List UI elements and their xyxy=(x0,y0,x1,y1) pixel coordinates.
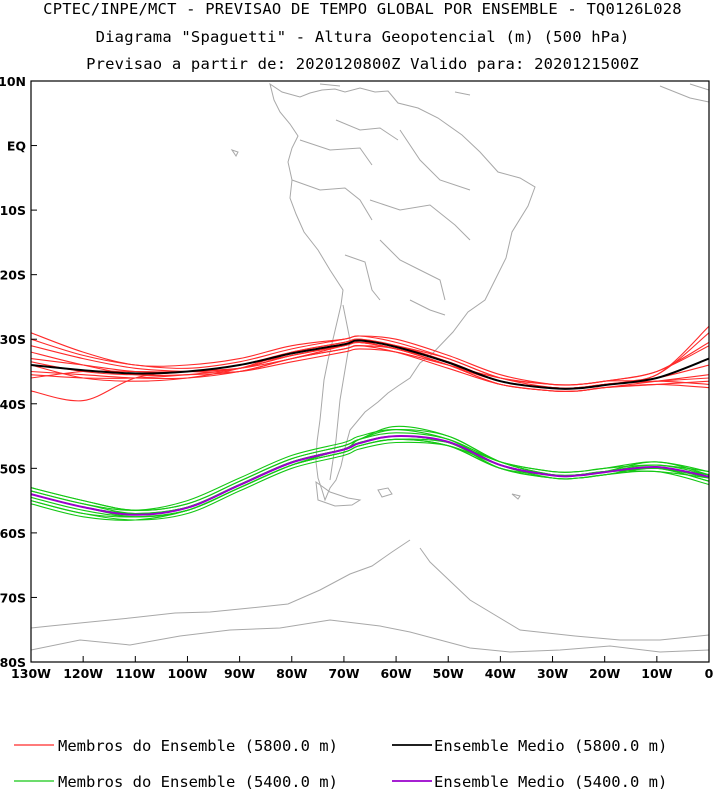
y-tick-label: 70S xyxy=(0,590,26,605)
x-tick-label: 70W xyxy=(328,666,359,681)
caribbean-islands xyxy=(319,83,709,103)
ensemble-member-5400-line xyxy=(31,441,709,521)
ensemble-member-5400-line xyxy=(31,435,709,518)
x-tick-label: 60W xyxy=(380,666,411,681)
legend-label-mean-5400: Ensemble Medio (5400.0 m) xyxy=(434,773,667,791)
x-tick-label: 10W xyxy=(641,666,672,681)
south-america-coastline xyxy=(269,82,536,502)
y-tick-label: 10N xyxy=(0,74,26,89)
ensemble-member-5400-line xyxy=(31,438,709,518)
antarctic-peninsula xyxy=(31,539,709,641)
y-tick-label: 30S xyxy=(0,332,26,347)
legend-label-mean-5800: Ensemble Medio (5800.0 m) xyxy=(434,737,667,755)
y-tick-label: 20S xyxy=(0,268,26,283)
ensemble-member-5400-line xyxy=(31,438,709,518)
coastline-map xyxy=(31,82,709,653)
ensemble-member-5400-line xyxy=(31,429,709,511)
galapagos xyxy=(230,149,239,157)
y-tick-label: 80S xyxy=(0,655,26,670)
x-tick-label: 90W xyxy=(224,666,255,681)
chart-title-line-2: Diagrama "Spaguetti" - Altura Geopotenci… xyxy=(95,28,630,46)
south-georgia xyxy=(511,493,521,500)
legend: Membros do Ensemble (5800.0 m) Ensemble … xyxy=(14,737,667,791)
contour-layer xyxy=(31,325,709,521)
ensemble-mean-5800-line xyxy=(31,339,709,390)
x-tick-label: 110W xyxy=(115,666,155,681)
x-tick-label: 30W xyxy=(537,666,568,681)
x-tick-label: 80W xyxy=(276,666,307,681)
ensemble-member-5800-line xyxy=(31,335,709,386)
ensemble-member-5800-line xyxy=(31,341,709,393)
chart-title-line-1: CPTEC/INPE/MCT - PREVISAO DE TEMPO GLOBA… xyxy=(43,0,682,18)
x-tick-label: 50W xyxy=(433,666,464,681)
chart-title-line-3: Previsao a partir de: 2020120800Z Valido… xyxy=(86,55,639,73)
x-tick-label: 120W xyxy=(63,666,103,681)
legend-label-members-5800: Membros do Ensemble (5800.0 m) xyxy=(58,737,338,755)
legend-label-members-5400: Membros do Ensemble (5400.0 m) xyxy=(58,773,338,791)
y-tick-label: 50S xyxy=(0,461,26,476)
y-tick-label: EQ xyxy=(7,139,26,154)
ensemble-member-5800-line xyxy=(31,325,709,386)
x-tick-label: 20W xyxy=(589,666,620,681)
antarctic-coast-south xyxy=(31,619,709,653)
country-borders xyxy=(291,119,471,481)
y-tick-label: 10S xyxy=(0,203,26,218)
x-tick-label: 100W xyxy=(168,666,208,681)
plot-frame xyxy=(30,80,710,663)
ensemble-mean-5400-line xyxy=(31,435,709,516)
y-tick-label: 40S xyxy=(0,397,26,412)
y-tick-label: 60S xyxy=(0,526,26,541)
x-tick-label: 0 xyxy=(705,666,714,681)
tierra-del-fuego xyxy=(315,480,362,507)
ensemble-member-5400-line xyxy=(31,438,709,521)
x-tick-label: 130W xyxy=(11,666,51,681)
falklands xyxy=(377,487,393,498)
x-tick-label: 40W xyxy=(485,666,516,681)
axes: 130W 120W 110W 100W 90W 80W 70W 60W 50W 40W 30W 20W… xyxy=(0,74,714,681)
